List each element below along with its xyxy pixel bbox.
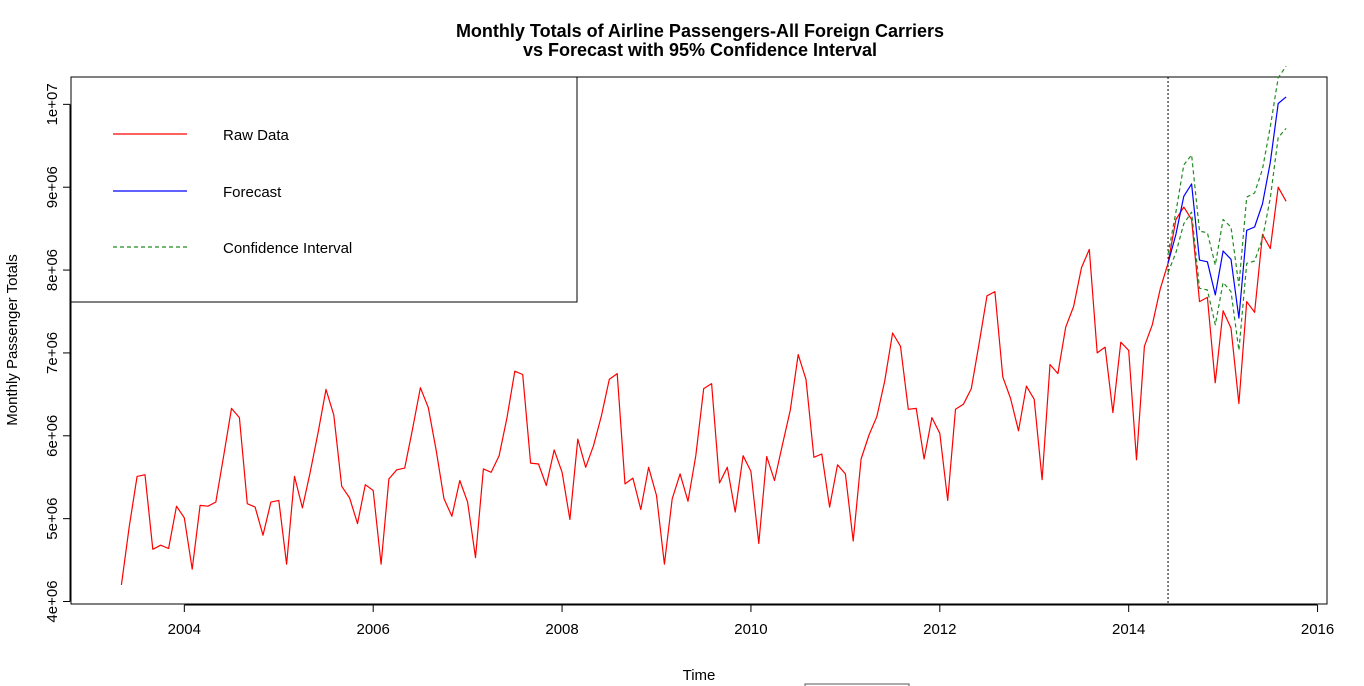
y-tick-label: 4e+06 [44,580,61,622]
y-tick-label: 5e+06 [44,498,61,540]
x-axis: 2004 2006 2008 2010 2012 2014 2016 [168,604,1334,638]
plot-box [70,76,1328,605]
x-tick-label: 2004 [168,621,201,638]
series-forecast [1167,96,1287,319]
scroll-stub [804,683,910,686]
legend-label-confidence-interval: Confidence Interval [223,240,352,257]
x-tick-label: 2008 [545,621,578,638]
y-tick-label: 7e+06 [44,332,61,374]
series-raw-data [120,186,1287,585]
chart-title: Monthly Totals of Airline Passengers-All… [456,21,944,41]
x-tick-label: 2012 [923,621,956,638]
legend: Raw Data Forecast Confidence Interval [70,76,578,303]
x-tick-label: 2010 [734,621,767,638]
x-tick-label: 2006 [357,621,390,638]
legend-label-raw-data: Raw Data [223,127,290,144]
y-tick-label: 8e+06 [44,249,61,291]
y-axis: 4e+06 5e+06 6e+06 7e+06 8e+06 9e+06 1e+07 [44,83,71,623]
y-tick-label: 1e+07 [44,83,61,125]
x-tick-label: 2014 [1112,621,1145,638]
y-tick-label: 6e+06 [44,415,61,457]
x-axis-label: Time [683,667,716,684]
chart-subtitle: vs Forecast with 95% Confidence Interval [523,40,877,60]
series-confidence-lower [1167,128,1287,351]
legend-label-forecast: Forecast [223,184,282,201]
series-group [120,65,1287,585]
series-confidence-upper [1167,65,1287,287]
x-tick-label: 2016 [1301,621,1334,638]
y-axis-label: Monthly Passenger Totals [4,254,21,425]
legend-box [70,76,578,303]
y-tick-label: 9e+06 [44,166,61,208]
